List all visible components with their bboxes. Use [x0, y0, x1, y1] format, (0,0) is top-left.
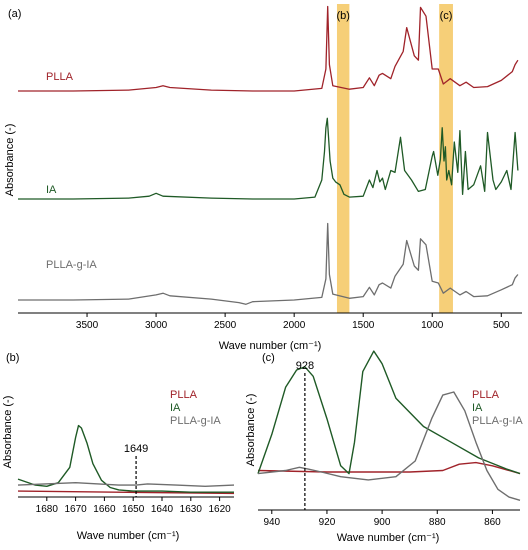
panel-a-x-ticks: 3500 3000 2500 2000 1500 1000 500	[76, 313, 510, 331]
panel-c-tick-label-880: 880	[429, 517, 446, 528]
panel-a-series-plla	[18, 5, 519, 92]
panel-b-x-ticks: 1680 1670 1660 1650 1640 1630 1620	[36, 497, 231, 515]
panel-c-label: (c)	[262, 352, 275, 364]
panel-b-tick-label-1630: 1630	[180, 504, 203, 515]
panel-b-tick-label-1620: 1620	[208, 504, 231, 515]
panel-c-tick-label-900: 900	[374, 517, 391, 528]
panel-a-series-ia	[18, 117, 519, 200]
panel-b-tick-label-1660: 1660	[93, 504, 116, 515]
panel-c-x-ticks: 940 920 900 880 860	[263, 510, 501, 528]
panel-c: (c) 928 940 920 900 880 860 Wave number (cm⁻…	[245, 350, 523, 544]
panel-c-legend-plla: PLLA	[472, 389, 500, 401]
panel-c-tick-label-920: 920	[319, 517, 336, 528]
panel-c-legend-plla-g-ia: PLLA-g-IA	[472, 415, 523, 427]
panel-b-series-plla-g-ia	[17, 482, 235, 487]
panel-c-curves	[257, 350, 521, 501]
panel-c-tick-label-860: 860	[484, 517, 501, 528]
panel-c-legend-ia: IA	[472, 402, 483, 414]
highlight-band-label-c: (c)	[440, 10, 453, 22]
panel-a-tick-label-3500: 3500	[76, 320, 99, 331]
panel-b-curves	[17, 424, 235, 495]
panel-a-label-ia: IA	[46, 184, 57, 196]
panel-b-tick-label-1650: 1650	[122, 504, 145, 515]
panel-a-tick-label-2000: 2000	[283, 320, 306, 331]
panel-c-series-ia	[257, 350, 521, 475]
panel-b-y-label: Absorbance (-)	[2, 396, 14, 469]
panel-b-annotation-label: 1649	[124, 443, 148, 455]
panel-b-legend-ia: IA	[170, 402, 181, 414]
panel-b-label: (b)	[6, 352, 19, 364]
panel-a-label-plla-g-ia: PLLA-g-IA	[46, 259, 97, 271]
highlight-band-b	[336, 4, 350, 313]
panel-a-tick-label-1000: 1000	[421, 320, 444, 331]
panel-b-legend-plla: PLLA	[170, 389, 198, 401]
panel-a-series-plla-g-ia	[18, 222, 519, 305]
panel-a-tick-label-3000: 3000	[145, 320, 168, 331]
panel-c-x-label: Wave number (cm⁻¹)	[337, 532, 440, 544]
panel-a-curves	[18, 5, 519, 305]
panel-a-label-plla: PLLA	[46, 71, 74, 83]
panel-a-x-label: Wave number (cm⁻¹)	[219, 340, 322, 352]
panel-a-tick-label-2500: 2500	[214, 320, 237, 331]
highlight-band-label-b: (b)	[336, 10, 349, 22]
panel-c-annotation: 928	[296, 360, 314, 510]
panel-c-series-plla	[257, 461, 521, 475]
panel-a: (b) (c) (a) 3500 3000 2500 2000 1500 1000 500 W…	[4, 4, 522, 352]
panel-c-series-plla-g-ia	[257, 391, 521, 501]
panel-b-x-label: Wave number (cm⁻¹)	[77, 530, 180, 542]
panel-a-y-label: Absorbance (-)	[4, 124, 16, 197]
panel-b: (b) 1649 1680 1670 1660 1650 1640 1630 1620 Wa…	[2, 352, 235, 542]
panel-c-annotation-label: 928	[296, 360, 314, 372]
panel-a-series-labels: PLLA IA PLLA-g-IA	[46, 71, 97, 271]
panel-c-y-label: Absorbance (-)	[245, 394, 257, 467]
panel-a-tick-label-1500: 1500	[352, 320, 375, 331]
panel-a-tick-label-500: 500	[493, 320, 510, 331]
panel-b-tick-label-1670: 1670	[64, 504, 87, 515]
panel-b-series-plla	[17, 490, 235, 495]
panel-b-series-ia	[17, 424, 234, 493]
panel-b-tick-label-1680: 1680	[36, 504, 59, 515]
panel-b-tick-label-1640: 1640	[151, 504, 174, 515]
panel-c-tick-label-940: 940	[263, 517, 280, 528]
panel-b-annotation: 1649	[124, 443, 148, 497]
panel-a-label: (a)	[8, 8, 21, 20]
panel-b-legend-plla-g-ia: PLLA-g-IA	[170, 415, 221, 427]
